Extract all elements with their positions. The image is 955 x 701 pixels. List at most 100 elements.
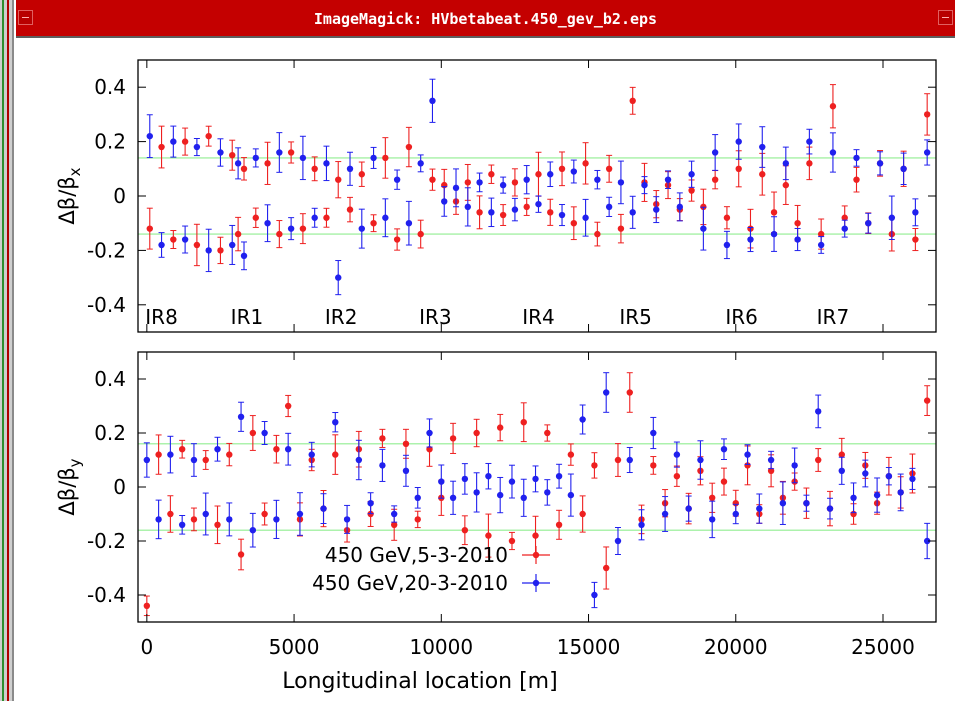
data-point [912,209,919,216]
data-point [923,537,931,545]
data-point [393,236,401,243]
data-point [532,475,539,483]
data-point [499,181,507,189]
data-point [429,176,436,183]
data-point [838,451,845,458]
data-point [476,209,483,216]
ir-label: IR3 [419,305,452,329]
data-point [284,446,292,453]
data-point [252,154,259,162]
data-point [311,165,318,172]
data-point [567,451,575,458]
data-point [379,435,386,442]
data-point [273,516,280,523]
data-point [426,446,433,453]
x-ticks: 0 5000 10000 15000 20000 25000 [140,60,915,659]
data-point [744,462,751,469]
data-point [261,429,268,437]
data-point [532,532,539,539]
data-point [346,206,354,213]
data-point [817,230,825,238]
data-point [358,171,365,178]
data-point [629,97,636,104]
legend: 450 GeV,5-3-2010 450 GeV,20-3-2010 [312,543,550,595]
data-point [390,510,398,518]
data-point [343,516,351,523]
window-minimize-button[interactable] [938,10,953,25]
data-point [876,160,884,167]
top-panel: 0.4 0.2 0 -0.2 -0.4 IR8 IR1 IR2 IR3 IR4 IR5 IR6 IR7… [55,59,937,333]
data-point [181,236,189,243]
data-point [178,446,186,453]
data-point [273,446,280,453]
x-tick-label: 20000 [704,635,768,659]
data-point [770,209,778,216]
data-point [794,236,801,243]
bottom-data-points [143,372,931,617]
data-point [473,429,480,437]
data-point [202,456,209,464]
data-point [499,211,507,219]
data-point [229,241,236,249]
legend-marker [532,551,540,559]
ir-label: IR8 [145,305,178,329]
data-point [579,510,586,518]
data-point [264,220,271,227]
data-point [520,494,527,501]
data-point [602,564,610,572]
data-point [747,236,754,243]
data-point [853,176,860,183]
window-titlebar[interactable]: ImageMagick: HVbetabeat.450_gev_b2.eps [16,0,955,38]
data-point [605,203,613,211]
data-point [591,462,598,469]
data-point [661,510,669,518]
data-point [473,489,480,496]
data-point [614,456,622,464]
data-point [841,214,848,221]
beta-beat-chart: 0.4 0.2 0 -0.2 -0.4 IR8 IR1 IR2 IR3 IR4 IR5 IR6 IR7… [16,38,955,701]
data-point [441,198,448,205]
data-point [779,500,787,507]
ir-label: IR5 [619,305,652,329]
data-point [547,209,554,216]
data-point [214,446,221,453]
data-point [688,171,695,178]
data-point [190,456,198,464]
data-point [190,516,198,523]
x-tick-label: 0 [140,635,153,659]
data-point [449,494,457,501]
data-point [709,516,716,523]
legend-label: 450 GeV,20-3-2010 [312,571,508,595]
data-point [429,97,436,104]
legend-label: 450 GeV,5-3-2010 [325,543,508,567]
data-point [449,435,457,442]
data-point [488,171,495,178]
data-point [582,214,589,221]
data-point [841,225,848,232]
data-point [496,491,504,499]
data-point [794,220,801,227]
data-point [379,462,386,469]
data-point [873,491,881,499]
data-point [626,456,633,464]
data-point [252,214,259,221]
data-point [547,171,554,178]
data-point [146,132,153,140]
data-point [323,160,330,167]
data-point [240,252,248,260]
data-point [594,230,601,238]
data-point [205,247,212,254]
data-point [464,203,472,211]
data-point [806,138,813,145]
window-menu-button[interactable] [18,10,33,25]
data-point [214,521,221,528]
data-point [862,470,869,477]
data-point [205,132,212,140]
data-point [143,456,151,464]
data-point [912,236,919,243]
data-point [146,225,153,232]
x-tick-label: 15000 [557,635,621,659]
data-point [335,176,342,183]
data-point [602,389,610,396]
data-point [817,241,825,249]
